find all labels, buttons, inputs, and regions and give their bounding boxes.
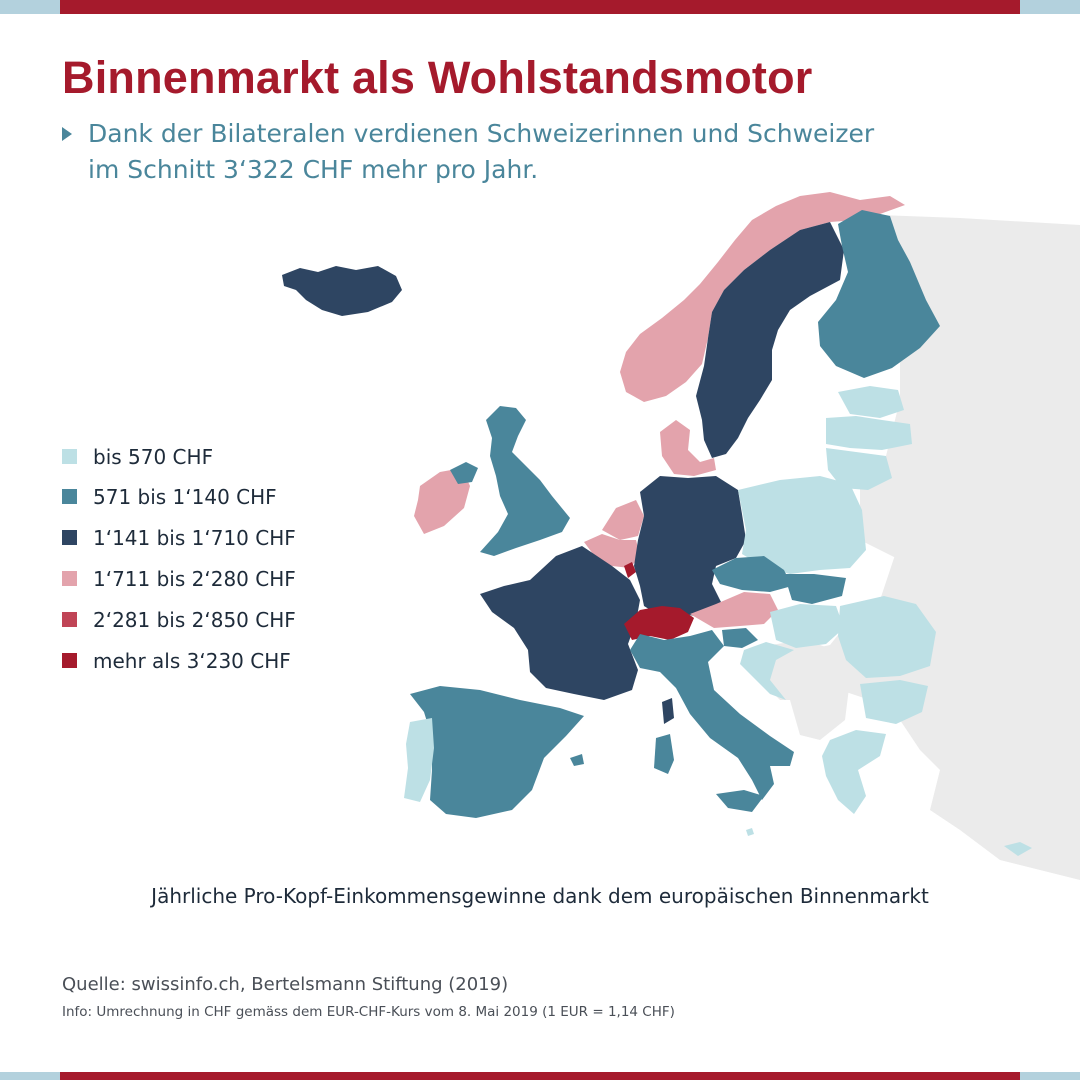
country-france: [480, 546, 640, 700]
page-title: Binnenmarkt als Wohlstandsmotor: [62, 52, 813, 103]
non-member-belarus: [860, 470, 970, 560]
legend-label: 571 bis 1‘140 CHF: [93, 485, 277, 509]
legend-swatch: [62, 612, 77, 627]
country-hungary: [770, 604, 844, 648]
country-luxembourg: [624, 562, 636, 578]
country-slovakia: [784, 574, 846, 604]
country-latvia: [826, 416, 912, 450]
country-italy: [630, 630, 794, 800]
legend-label: 1‘141 bis 1‘710 CHF: [93, 526, 296, 550]
info-note: Info: Umrechnung in CHF gemäss dem EUR-C…: [62, 1004, 675, 1020]
country-netherlands: [602, 500, 644, 540]
country-bulgaria: [860, 680, 928, 724]
country-denmark: [660, 420, 716, 476]
country-germany: [634, 476, 746, 620]
country-slovenia: [722, 628, 758, 648]
legend-label: bis 570 CHF: [93, 445, 214, 469]
country-portugal: [404, 718, 434, 802]
country-croatia: [740, 642, 794, 700]
country-cyprus: [1004, 842, 1032, 856]
country-spain-balearic: [570, 754, 584, 766]
legend-label: 2‘281 bis 2‘850 CHF: [93, 608, 296, 632]
country-switzerland: [624, 606, 694, 640]
europe-map: [282, 192, 1080, 880]
country-spain: [410, 686, 584, 818]
country-france-corsica: [662, 698, 674, 724]
country-lithuania: [826, 448, 892, 490]
country-greece: [822, 730, 886, 814]
country-romania: [838, 596, 936, 678]
page-subtitle: Dank der Bilateralen verdienen Schweizer…: [88, 119, 875, 184]
legend-label: 1‘711 bis 2‘280 CHF: [93, 567, 296, 591]
country-norway: [620, 192, 905, 402]
country-italy-sardinia: [654, 734, 674, 774]
country-uk-ni: [450, 462, 478, 484]
country-estonia: [838, 386, 904, 418]
legend-label: mehr als 3‘230 CHF: [93, 649, 291, 673]
country-czechia: [712, 556, 792, 592]
country-ireland: [414, 468, 470, 534]
country-finland: [818, 210, 940, 378]
country-belgium: [584, 534, 640, 568]
bottom-stripe: [0, 1072, 1080, 1080]
country-poland: [738, 476, 866, 574]
country-united-kingdom: [480, 406, 570, 556]
country-iceland: [282, 266, 402, 316]
non-member-balkans: [770, 640, 850, 740]
bullet-triangle-icon: [62, 127, 72, 141]
country-malta: [746, 828, 754, 836]
country-sweden: [696, 222, 844, 458]
top-stripe: [0, 0, 1080, 14]
legend-swatch: [62, 489, 77, 504]
legend-swatch: [62, 571, 77, 586]
country-austria: [690, 592, 778, 628]
legend-swatch: [62, 449, 77, 464]
source-note: Quelle: swissinfo.ch, Bertelsmann Stiftu…: [62, 974, 509, 995]
legend-swatch: [62, 530, 77, 545]
country-italy-sicily: [716, 790, 764, 812]
legend-swatch: [62, 653, 77, 668]
map-caption: Jährliche Pro-Kopf-Einkommensgewinne dan…: [151, 884, 929, 908]
